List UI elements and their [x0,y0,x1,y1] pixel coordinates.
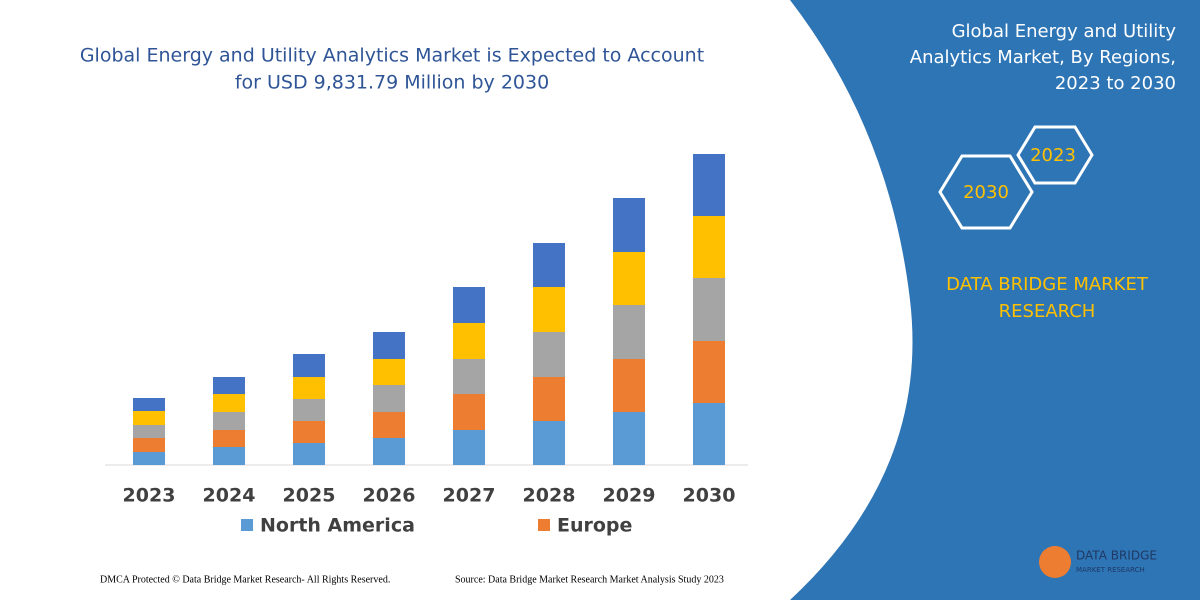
bar-segment [373,438,405,465]
legend-swatch [241,519,253,531]
bar-segment [293,377,325,399]
bar-segment [613,198,645,252]
bar-segment [373,385,405,412]
footer-text: DMCA Protected © Data Bridge Market Rese… [100,574,390,585]
hexagon [938,154,1034,230]
bar-segment [133,438,165,452]
bar-segment [133,425,165,438]
bar-segment [133,411,165,425]
bar-segment [533,377,565,421]
side-panel [790,0,1200,600]
bar-segment [213,377,245,394]
panel-title: 2023 to 2030 [1055,73,1176,94]
bar-segment [133,398,165,411]
bar-segment [213,394,245,412]
bar-segment [453,430,485,465]
panel-title: Global Energy and Utility [952,21,1177,42]
x-tick-label: 2030 [683,485,736,507]
logo-text: MARKET RESEARCH [1076,566,1145,574]
x-tick-label: 2023 [123,485,176,507]
logo-text: DATA BRIDGE [1076,549,1157,563]
legend-label: North America [260,515,415,537]
x-tick-label: 2027 [443,485,496,507]
bar-segment [213,447,245,465]
bar-segment [533,421,565,465]
bar-segment [373,332,405,359]
bar-segment [293,399,325,421]
bar-segment [533,332,565,377]
bar-segment [293,354,325,377]
footer-text: Source: Data Bridge Market Research Mark… [455,574,724,585]
legend-swatch [538,519,550,531]
brand: RESEARCH [999,301,1096,322]
panel-title: Analytics Market, By Regions, [910,47,1176,68]
bar-segment [693,154,725,216]
x-tick-label: 2024 [203,485,256,507]
x-tick-label: 2025 [283,485,336,507]
bar-segment [373,359,405,385]
bar-segment [453,359,485,394]
hexagon [1016,125,1094,185]
bar-segment [533,287,565,332]
bar-segment [693,216,725,278]
hexagon-label: 2030 [963,182,1009,203]
bar-segment [373,412,405,438]
chart-title: Global Energy and Utility Analytics Mark… [80,45,704,67]
bar-segment [453,394,485,430]
bar-segment [213,430,245,447]
bar-segment [613,412,645,465]
bar-segment [693,341,725,403]
hexagon-label: 2023 [1030,145,1076,166]
bar-segment [293,421,325,443]
bar-segment [613,359,645,412]
chart-title: for USD 9,831.79 Million by 2030 [235,72,549,94]
brand: DATA BRIDGE MARKET [946,274,1149,295]
x-tick-label: 2029 [603,485,656,507]
bar-segment [453,287,485,323]
legend-label: Europe [557,515,632,537]
bar-segment [293,443,325,465]
bar-segment [613,252,645,305]
bar-segment [613,305,645,359]
bar-segment [693,278,725,341]
bar-segment [453,323,485,359]
bar-segment [693,403,725,465]
bar-segment [213,412,245,430]
x-tick-label: 2026 [363,485,416,507]
x-tick-label: 2028 [523,485,576,507]
bar-segment [133,452,165,465]
logo-icon [1039,546,1071,578]
bar-segment [533,243,565,287]
